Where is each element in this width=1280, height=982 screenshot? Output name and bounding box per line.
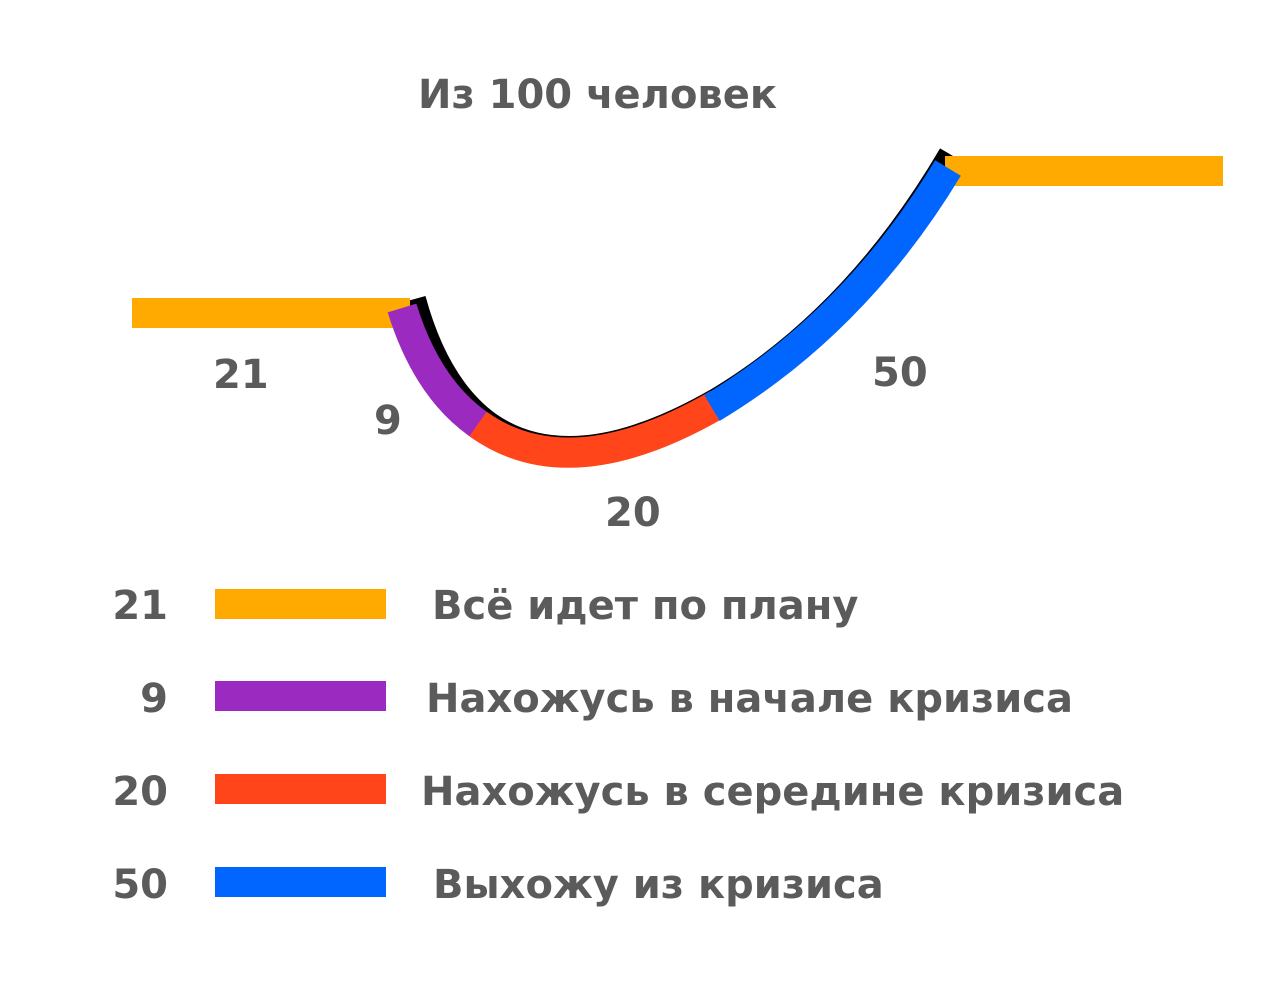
legend-label: Нахожусь в середине кризиса: [421, 769, 1125, 815]
segment-start: [387, 303, 493, 441]
legend-label: Нахожусь в начале кризиса: [426, 676, 1074, 722]
segment-label-middle: 20: [605, 490, 661, 536]
diagram-title: Из 100 человек: [418, 72, 778, 118]
segment-middle: [469, 391, 726, 468]
legend-swatch: [215, 681, 386, 711]
legend-value: 50: [112, 862, 168, 908]
segment-label-plan: 21: [213, 352, 269, 398]
segment-label-start: 9: [374, 398, 402, 444]
legend-swatch: [215, 589, 386, 619]
segment-label-exit: 50: [872, 350, 928, 396]
legend-swatch: [215, 774, 386, 804]
legend-value: 9: [140, 676, 168, 722]
legend-value: 20: [112, 769, 168, 815]
legend-swatch: [215, 867, 386, 897]
segment-exit: [704, 160, 961, 421]
legend-label: Всё идет по плану: [432, 583, 859, 629]
legend-label: Выхожу из кризиса: [433, 862, 884, 908]
legend-value: 21: [112, 583, 168, 629]
